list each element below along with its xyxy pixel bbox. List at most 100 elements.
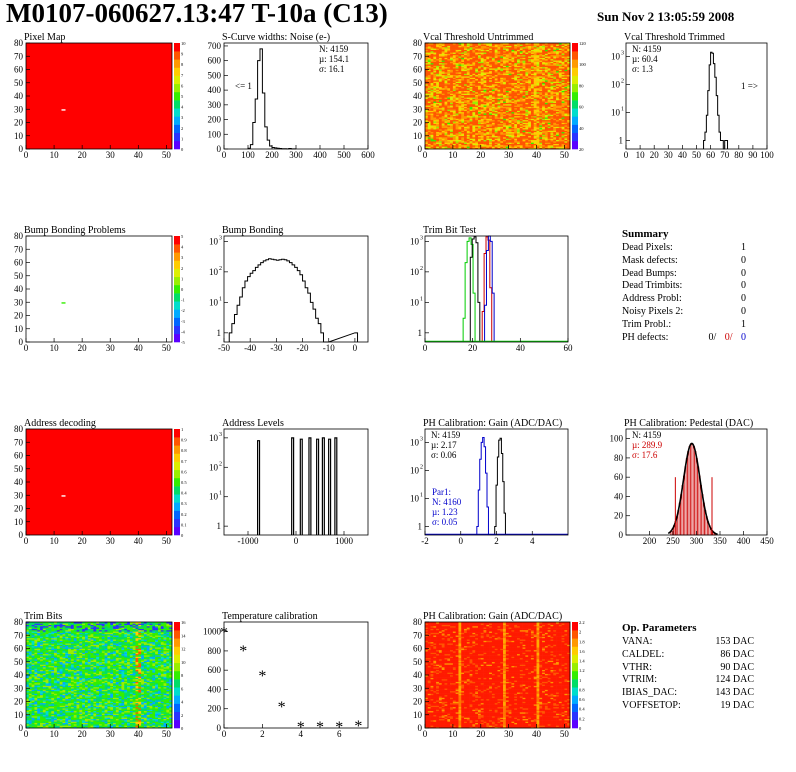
heatmap-cell (475, 89, 479, 91)
heatmap-cell (553, 109, 557, 111)
heatmap-cell (539, 115, 543, 118)
heatmap-cell (26, 705, 30, 708)
heatmap-cell (436, 86, 440, 89)
heatmap-cell (514, 84, 518, 86)
heatmap-cell (477, 78, 482, 81)
heatmap-cell (528, 97, 532, 99)
heatmap-cell (438, 53, 443, 56)
heatmap-cell (469, 89, 473, 91)
heatmap-cell (533, 81, 537, 84)
heatmap-cell (469, 134, 473, 137)
heatmap-cell (477, 110, 482, 113)
heatmap-cell (561, 103, 565, 106)
heatmap-cell (466, 137, 470, 139)
heatmap-cell (458, 114, 462, 117)
heatmap-cell (430, 129, 434, 131)
heatmap-cell (425, 78, 429, 81)
heatmap-cell (503, 131, 507, 134)
heatmap-cell (528, 72, 532, 74)
heatmap-cell (433, 64, 437, 66)
heatmap-cell (505, 90, 509, 93)
heatmap-cell (511, 70, 515, 73)
heatmap-cell (464, 139, 468, 142)
heatmap-cell (441, 54, 445, 57)
heatmap-cell (497, 78, 501, 81)
heatmap-cell (31, 682, 35, 685)
heatmap-cell (461, 48, 465, 50)
heatmap-cell (477, 145, 482, 147)
heatmap-cell (489, 69, 493, 72)
heatmap-cell (436, 97, 440, 99)
heatmap-cell (528, 113, 532, 115)
colorbar-cell (174, 43, 180, 52)
colorbar-cell (572, 67, 578, 76)
heatmap-cell (469, 94, 473, 97)
heatmap-cell (486, 143, 490, 146)
heatmap-cell (497, 56, 501, 58)
heatmap-cell (433, 80, 437, 82)
heatmap-cell (556, 76, 560, 78)
colorbar-label: 80 (579, 83, 584, 88)
heatmap-cell (433, 110, 437, 113)
heatmap-cell (427, 81, 431, 84)
heatmap-cell (536, 53, 540, 56)
heatmap-cell (550, 84, 554, 86)
heatmap-cell (511, 72, 515, 74)
heatmap-cell (525, 88, 529, 90)
heatmap-cell (547, 58, 551, 61)
heatmap-cell (452, 61, 456, 64)
heatmap-cell (483, 135, 487, 138)
heatmap-cell (530, 118, 535, 121)
heatmap-cell (533, 85, 537, 88)
heatmap-cell (508, 127, 512, 130)
heatmap-cell (553, 57, 557, 60)
heatmap-cell (480, 129, 484, 131)
heatmap-cell (505, 94, 509, 97)
x-tick-label: 10 (50, 343, 60, 353)
heatmap-cell (536, 56, 540, 58)
heatmap-cell (466, 70, 470, 73)
heatmap-cell (486, 49, 490, 52)
stat-line: σ: 16.1 (319, 64, 344, 74)
heatmap-cell (503, 115, 507, 118)
heatmap-cell (567, 86, 571, 89)
heatmap-cell (550, 138, 554, 141)
heatmap-cell (505, 103, 509, 106)
heatmap-cell (533, 105, 537, 107)
heatmap-cell (522, 125, 526, 127)
heatmap-cell (31, 702, 35, 705)
heatmap-cell (450, 130, 454, 133)
heatmap-cell (475, 139, 479, 142)
heatmap-cell (561, 138, 565, 141)
heatmap-cell (480, 43, 484, 45)
heatmap-cell (475, 118, 479, 121)
heatmap-cell (536, 111, 540, 114)
heatmap-cell (475, 84, 479, 86)
heatmap-cell (500, 96, 504, 98)
heatmap-cell (430, 73, 434, 76)
heatmap-cell (26, 647, 30, 649)
heatmap-cell (547, 65, 551, 68)
heatmap-cell (28, 706, 32, 709)
heatmap-cell (475, 147, 479, 150)
heatmap-cell (564, 115, 568, 118)
heatmap-cell (550, 98, 554, 101)
heatmap-cell (530, 72, 535, 74)
heatmap-cell (558, 125, 562, 127)
heatmap-cell (28, 690, 32, 693)
heatmap-cell (450, 142, 454, 144)
heatmap-cell (522, 53, 526, 56)
heatmap-cell (550, 77, 554, 80)
heatmap-cell (455, 143, 459, 146)
heatmap-cell (450, 56, 454, 58)
heatmap-cell (514, 58, 518, 61)
heatmap-cell (472, 114, 476, 117)
colorbar-cell (174, 477, 180, 487)
heatmap-cell (497, 138, 501, 141)
heatmap-cell (28, 722, 32, 725)
heatmap-cell (547, 74, 551, 77)
heatmap-cell (514, 96, 518, 98)
heatmap-cell (511, 105, 515, 107)
heatmap-cell (469, 52, 473, 54)
heatmap-cell (542, 49, 546, 52)
